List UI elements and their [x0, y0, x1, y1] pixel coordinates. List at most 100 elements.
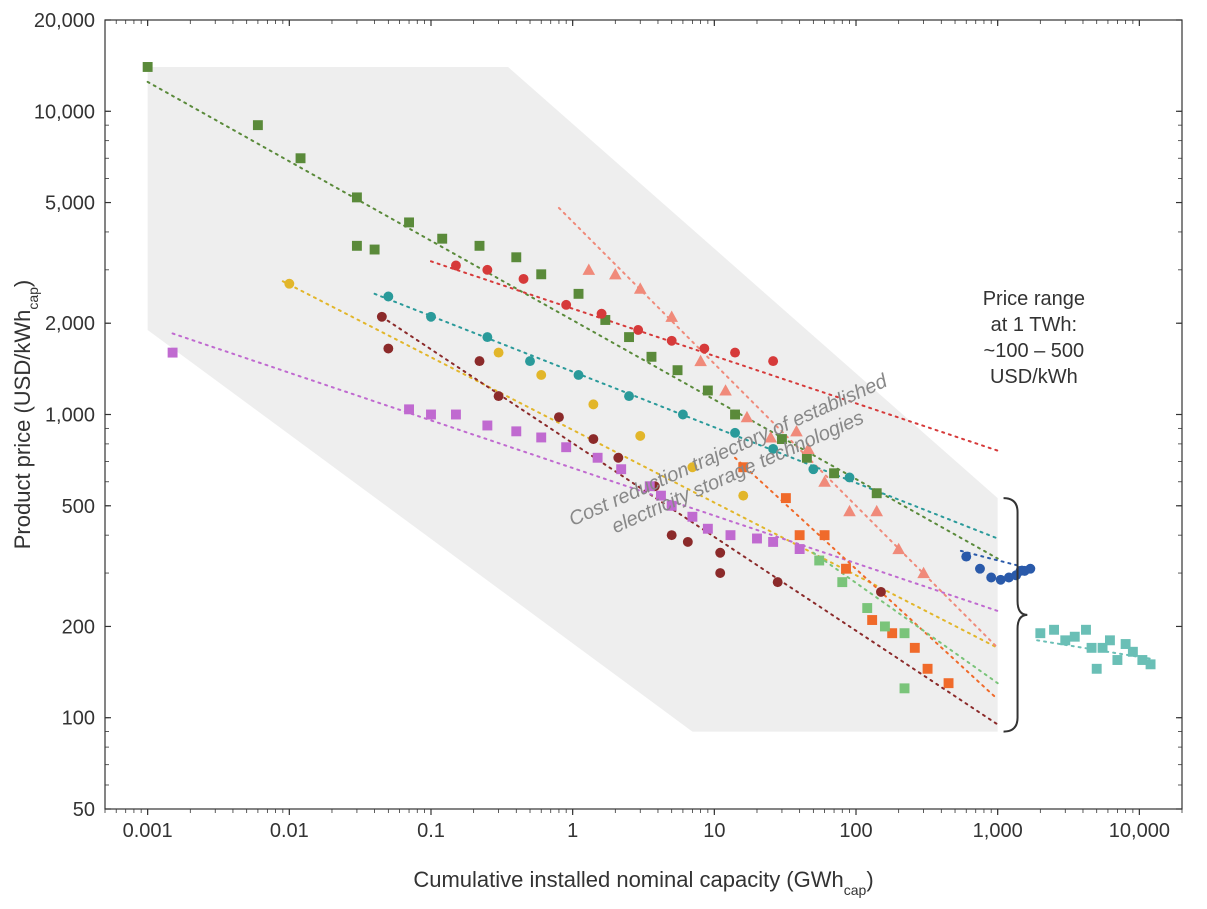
- marker: [482, 421, 492, 431]
- marker: [667, 336, 677, 346]
- marker: [773, 577, 783, 587]
- marker: [475, 241, 485, 251]
- marker: [383, 344, 393, 354]
- chart-container: 0.001 0.01 0.1 1 10 100 1,000 10,000 50 100 200 500…: [0, 0, 1207, 909]
- marker: [437, 234, 447, 244]
- marker: [1128, 647, 1138, 657]
- marker: [837, 577, 847, 587]
- marker: [613, 453, 623, 463]
- marker: [574, 370, 584, 380]
- y-tick-label: 50: [73, 799, 95, 821]
- marker: [1070, 632, 1080, 642]
- marker: [820, 530, 830, 540]
- marker: [845, 473, 855, 483]
- marker: [752, 534, 762, 544]
- marker: [795, 544, 805, 554]
- y-tick-label: 500: [62, 496, 95, 518]
- marker: [986, 573, 996, 583]
- marker: [475, 356, 485, 366]
- x-tick-label: 1: [567, 820, 578, 842]
- marker: [253, 120, 263, 130]
- marker: [597, 309, 607, 319]
- marker: [730, 348, 740, 358]
- marker: [730, 410, 740, 420]
- marker: [715, 548, 725, 558]
- marker: [494, 391, 504, 401]
- marker: [536, 370, 546, 380]
- marker: [814, 556, 824, 566]
- marker: [511, 426, 521, 436]
- marker: [1025, 564, 1035, 574]
- x-tick-label: 0.1: [417, 820, 445, 842]
- marker: [404, 404, 414, 414]
- marker: [880, 621, 890, 631]
- marker: [574, 289, 584, 299]
- marker: [536, 433, 546, 443]
- marker: [1035, 628, 1045, 638]
- marker: [726, 530, 736, 540]
- marker: [404, 217, 414, 227]
- marker: [536, 269, 546, 279]
- marker: [923, 664, 933, 674]
- marker: [451, 410, 461, 420]
- marker: [370, 245, 380, 255]
- marker: [561, 300, 571, 310]
- marker: [795, 530, 805, 540]
- marker: [687, 512, 697, 522]
- marker: [678, 410, 688, 420]
- x-tick-label: 0.01: [270, 820, 309, 842]
- marker: [525, 356, 535, 366]
- marker: [494, 348, 504, 358]
- x-tick-label: 0.001: [123, 820, 173, 842]
- marker: [1081, 625, 1091, 635]
- marker: [561, 442, 571, 452]
- marker: [910, 643, 920, 653]
- marker: [829, 468, 839, 478]
- marker: [1105, 635, 1115, 645]
- marker: [426, 312, 436, 322]
- marker: [768, 356, 778, 366]
- marker: [426, 410, 436, 420]
- marker: [296, 153, 306, 163]
- y-tick-label: 10,000: [34, 101, 95, 123]
- marker: [647, 352, 657, 362]
- marker: [588, 434, 598, 444]
- price-annotation: Price range: [983, 288, 1085, 310]
- marker: [699, 344, 709, 354]
- x-tick-label: 100: [839, 820, 872, 842]
- y-tick-label: 1,000: [45, 405, 95, 427]
- marker: [635, 431, 645, 441]
- marker: [624, 332, 634, 342]
- marker: [624, 391, 634, 401]
- marker: [352, 192, 362, 202]
- marker: [876, 587, 886, 597]
- y-tick-label: 100: [62, 708, 95, 730]
- marker: [284, 279, 294, 289]
- x-tick-label: 10: [703, 820, 725, 842]
- y-tick-label: 20,000: [34, 10, 95, 32]
- marker: [1092, 664, 1102, 674]
- marker: [1112, 655, 1122, 665]
- marker: [667, 530, 677, 540]
- marker: [451, 261, 461, 271]
- marker: [808, 464, 818, 474]
- x-tick-label: 1,000: [973, 820, 1023, 842]
- y-tick-label: 200: [62, 616, 95, 638]
- marker: [867, 615, 877, 625]
- marker: [143, 62, 153, 72]
- marker: [511, 252, 521, 262]
- marker: [738, 491, 748, 501]
- price-annotation: at 1 TWh:: [991, 314, 1077, 336]
- marker: [1146, 659, 1156, 669]
- marker: [872, 488, 882, 498]
- marker: [482, 265, 492, 275]
- marker: [862, 603, 872, 613]
- marker: [841, 564, 851, 574]
- marker: [715, 568, 725, 578]
- marker: [768, 537, 778, 547]
- y-tick-label: 2,000: [45, 313, 95, 335]
- price-annotation: ~100 – 500: [984, 340, 1085, 362]
- marker: [1060, 635, 1070, 645]
- marker: [1049, 625, 1059, 635]
- marker: [781, 493, 791, 503]
